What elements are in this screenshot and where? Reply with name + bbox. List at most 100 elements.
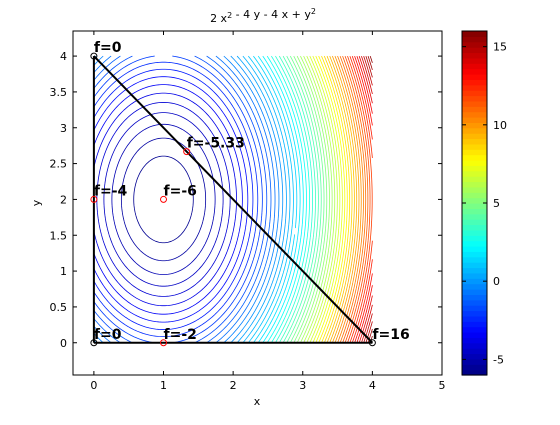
y-tick-label-4: 2 (60, 193, 67, 206)
colorbar-band-45 (462, 127, 487, 134)
x-tick-label-1: 1 (160, 379, 167, 392)
point-marker-4 (160, 195, 168, 203)
x-axis-label: x (254, 395, 261, 408)
colorbar-tick-label-0: -5 (493, 353, 504, 366)
contour-level-7 (93, 84, 243, 315)
contour-lines (93, 55, 373, 344)
colorbar-band-42 (462, 143, 487, 150)
point-marker-5 (183, 148, 191, 156)
colorbar-band-16 (462, 283, 487, 290)
contour-level-5 (96, 102, 231, 297)
contour-level-53 (356, 55, 373, 343)
point-marker-1 (90, 52, 98, 60)
colorbar-band-11 (462, 310, 487, 317)
contour-level-17 (236, 55, 287, 344)
colorbar-band-13 (462, 299, 487, 306)
colorbar-band-29 (462, 213, 487, 220)
contour-level-39 (321, 55, 351, 343)
colorbar-band-26 (462, 229, 487, 236)
contour-level-18 (242, 55, 291, 344)
y-axis-label: y (30, 199, 43, 206)
colorbar-band-10 (462, 315, 487, 322)
y-tick-label-6: 3 (60, 122, 67, 135)
plot-frame (72, 30, 443, 376)
x-tick-label-3: 3 (299, 379, 306, 392)
colorbar-band-46 (462, 122, 487, 129)
colorbar-band-23 (462, 246, 487, 252)
point-label-1: f=0 (94, 40, 122, 56)
contour-level-14 (93, 55, 276, 344)
contour-level-9 (93, 68, 254, 330)
contour-level-42 (329, 55, 358, 343)
contour-level-46 (339, 55, 367, 343)
contour-level-52 (354, 55, 373, 343)
y-axis-ticks: 0 0.5 1 1.5 2 2.5 3 3.5 4 (50, 50, 442, 350)
contour-level-50 (349, 55, 373, 343)
contour-level-13 (93, 55, 272, 344)
colorbar-band-12 (462, 305, 487, 312)
colorbar-band-0 (462, 369, 487, 376)
y-tick-label-5: 2.5 (50, 158, 68, 171)
colorbar-band-1 (462, 364, 487, 371)
point-label-4: f=-6 (164, 183, 197, 199)
colorbar-band-21 (462, 256, 487, 263)
contour-level-48 (344, 55, 371, 343)
point-annotations: f=0 f=0 f=16 f=-6 f=-5.33 f=-4 f=-2 (94, 40, 410, 343)
contour-level-28 (286, 55, 322, 343)
colorbar-band-50 (462, 100, 487, 107)
colorbar-band-28 (462, 219, 487, 226)
point-markers (90, 52, 376, 347)
colorbar-band-62 (462, 36, 487, 43)
colorbar-band-22 (462, 251, 487, 258)
contour-level-16 (93, 55, 284, 344)
contour-level-11 (93, 55, 263, 344)
feasible-region (92, 55, 374, 344)
colorbar-band-17 (462, 278, 487, 285)
colorbar-band-55 (462, 74, 487, 80)
chart-title: 2 x2 - 4 y - 4 x + y2 (210, 7, 316, 25)
contour-level-29 (289, 55, 325, 343)
contour-level-45 (337, 55, 364, 343)
point-marker-6 (90, 195, 98, 203)
colorbar-band-47 (462, 117, 487, 123)
colorbar-band-37 (462, 170, 487, 177)
colorbar-band-63 (462, 31, 487, 37)
colorbar-tick-label-3: 10 (493, 119, 507, 132)
colorbar-band-14 (462, 294, 487, 301)
colorbar-band-35 (462, 181, 487, 188)
colorbar-band-19 (462, 267, 487, 274)
colorbar-band-39 (462, 160, 487, 166)
colorbar-band-56 (462, 68, 487, 75)
contour-level-27 (282, 55, 319, 343)
colorbar-band-41 (462, 149, 487, 156)
colorbar-band-49 (462, 106, 487, 113)
colorbar-band-54 (462, 79, 487, 86)
colorbar-band-30 (462, 208, 487, 215)
colorbar-band-51 (462, 95, 487, 102)
contour-level-37 (315, 55, 346, 343)
colorbar-band-31 (462, 203, 487, 209)
colorbar-tick-label-2: 5 (493, 197, 500, 210)
x-tick-label-0: 0 (90, 379, 97, 392)
colorbar-band-32 (462, 197, 487, 204)
x-tick-label-4: 4 (369, 379, 376, 392)
contour-level-1 (133, 155, 194, 244)
contour-level-21 (257, 55, 301, 343)
point-label-5: f=-5.33 (187, 136, 245, 152)
colorbar-tick-label-1: 0 (493, 275, 500, 288)
colorbar-band-25 (462, 235, 487, 242)
colorbar-band-15 (462, 289, 487, 295)
colorbar-band-48 (462, 111, 487, 118)
colorbar-band-58 (462, 57, 487, 64)
y-tick-label-2: 1 (60, 265, 67, 278)
colorbar-band-7 (462, 332, 487, 338)
colorbar-band-3 (462, 353, 487, 360)
region-edge-1 (93, 55, 374, 344)
contour-level-41 (326, 55, 355, 343)
y-tick-label-1: 0.5 (50, 301, 68, 314)
contour-level-43 (332, 55, 360, 343)
y-tick-label-8: 4 (60, 50, 67, 63)
contour-level-40 (323, 55, 353, 343)
